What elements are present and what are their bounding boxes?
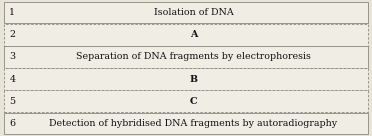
Text: Separation of DNA fragments by electrophoresis: Separation of DNA fragments by electroph… (76, 52, 311, 61)
Bar (4, 46, 368, 68)
Text: 2: 2 (9, 30, 15, 39)
Text: 6: 6 (9, 119, 15, 128)
Text: Isolation of DNA: Isolation of DNA (154, 8, 233, 17)
Text: Detection of hybridised DNA fragments by autoradiography: Detection of hybridised DNA fragments by… (49, 119, 337, 128)
Text: B: B (189, 75, 198, 84)
Bar (4, 68, 368, 90)
Text: C: C (190, 97, 197, 106)
Text: 3: 3 (9, 52, 15, 61)
Bar (4, 90, 368, 112)
Bar (4, 24, 368, 46)
Bar (4, 113, 368, 134)
Text: 1: 1 (9, 8, 15, 17)
Text: A: A (190, 30, 197, 39)
Bar (4, 2, 368, 23)
Text: 4: 4 (9, 75, 15, 84)
Text: 5: 5 (9, 97, 15, 106)
